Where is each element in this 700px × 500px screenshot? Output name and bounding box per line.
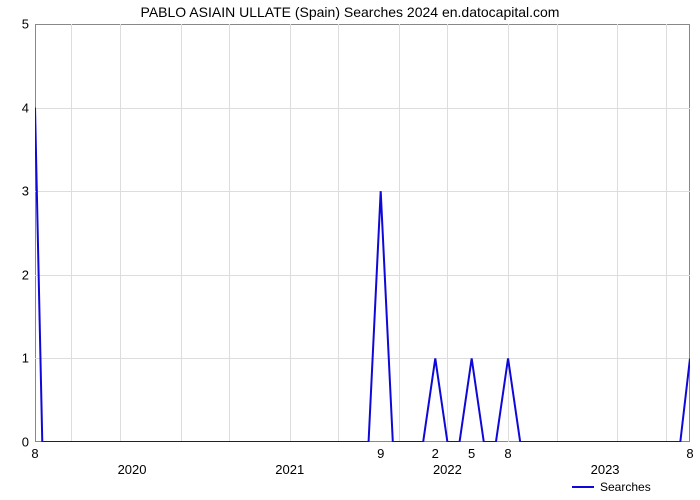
chart-title: PABLO ASIAIN ULLATE (Spain) Searches 202…: [0, 4, 700, 20]
ytick-label: 4: [15, 100, 29, 115]
point-label: 8: [686, 446, 693, 461]
xtick-year: 2023: [591, 462, 620, 477]
legend-swatch: [572, 486, 594, 488]
point-label: 9: [377, 446, 384, 461]
ytick-label: 3: [15, 184, 29, 199]
ytick-label: 1: [15, 351, 29, 366]
point-label: 8: [504, 446, 511, 461]
xtick-year: 2022: [433, 462, 462, 477]
ytick-label: 2: [15, 267, 29, 282]
legend: Searches: [572, 480, 651, 494]
legend-label: Searches: [600, 480, 651, 494]
ytick-label: 0: [15, 435, 29, 450]
point-label: 8: [31, 446, 38, 461]
point-label: 5: [468, 446, 475, 461]
point-label: 2: [432, 446, 439, 461]
ytick-label: 5: [15, 17, 29, 32]
series-line: [35, 24, 690, 442]
xtick-year: 2021: [275, 462, 304, 477]
plot-area: 0123452020202120222023892588: [35, 24, 690, 442]
xtick-year: 2020: [118, 462, 147, 477]
